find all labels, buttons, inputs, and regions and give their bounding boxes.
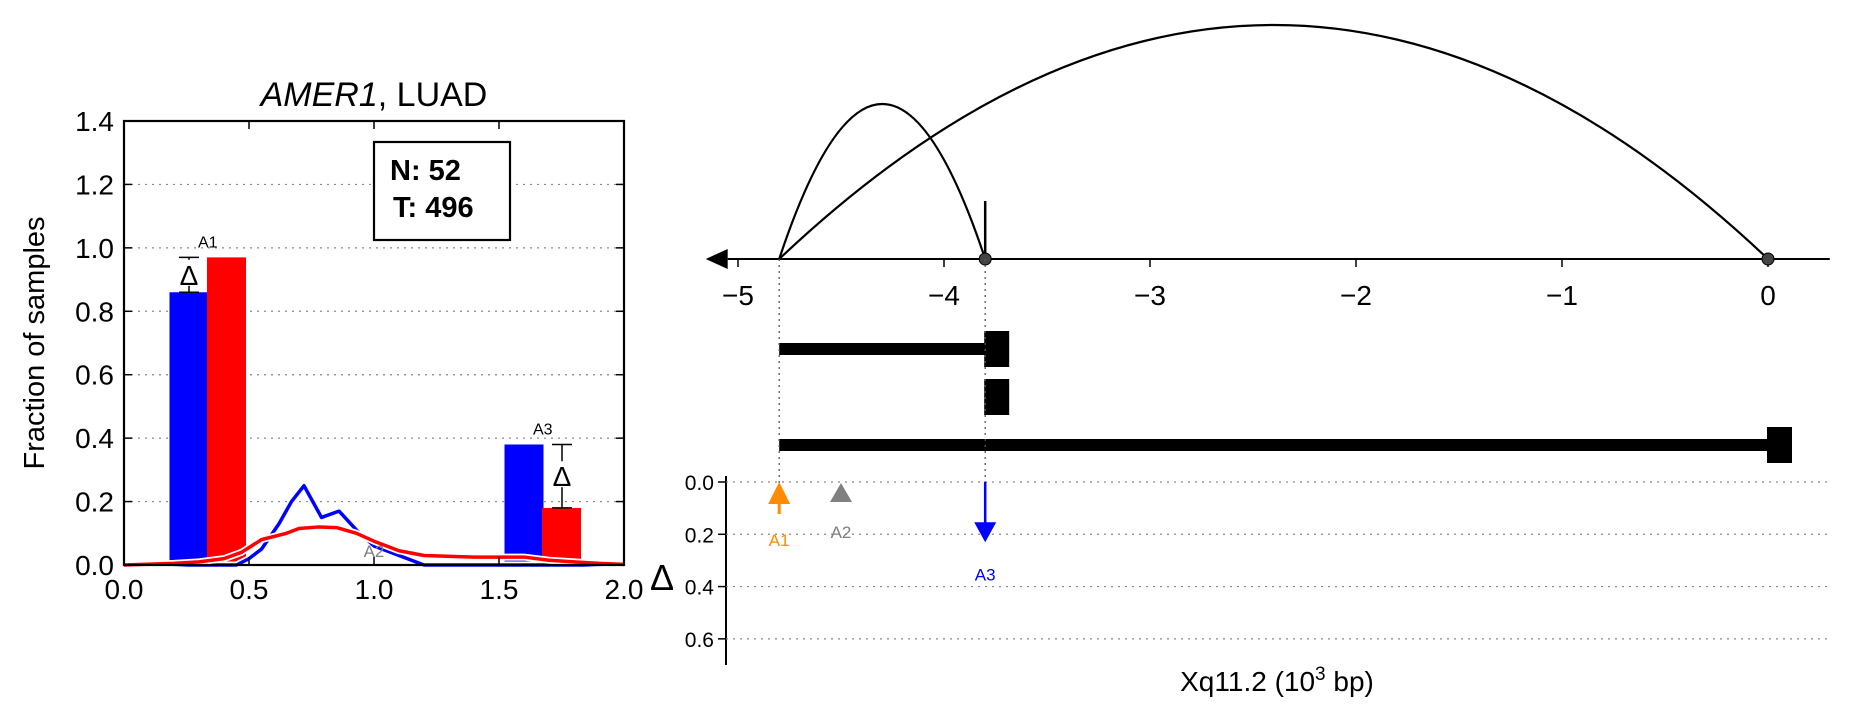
splice-junction-arc	[778, 103, 987, 260]
y-tick-label: 0.0	[75, 550, 114, 581]
transcript-intron-bar	[779, 439, 1768, 451]
series-line-t	[123, 525, 625, 567]
left-title: AMER1, LUAD	[259, 76, 488, 114]
left-bars	[169, 257, 581, 565]
isoform-label-a3: A3	[533, 421, 553, 438]
strand-arrow-left-icon	[705, 249, 728, 269]
y-tick-label: 1.0	[75, 233, 114, 264]
delta-tick-label: 0.0	[685, 472, 714, 495]
genomic-x-tick-label: −5	[722, 280, 754, 311]
delta-up-arrow-icon	[768, 482, 791, 504]
x-tick-label: 0.0	[105, 574, 144, 605]
y-tick-label: 0.6	[75, 360, 114, 391]
delta-symbol: Δ	[180, 260, 199, 291]
x-tick-label: 1.0	[355, 574, 394, 605]
x-tick-label: 2.0	[605, 574, 644, 605]
genomic-x-tick-label: 0	[1760, 280, 1776, 311]
left-x-ticks: 0.0 0.5 1.0 1.5 2.0	[105, 121, 644, 605]
y-tick-label: 1.4	[75, 106, 114, 137]
legend-tumor-count: T: 496	[393, 192, 474, 224]
transcript-models	[778, 259, 1792, 495]
x-tick-label: 1.5	[480, 574, 519, 605]
delta-tick-label: 0.4	[685, 577, 715, 600]
splice-junction-arc	[778, 23, 1769, 260]
delta-down-arrow-icon	[974, 522, 997, 543]
transcript-intron-bar	[779, 343, 986, 355]
delta-tick-label: 0.6	[685, 629, 714, 652]
left-y-axis-label: Fraction of samples	[19, 216, 51, 469]
genomic-x-tick-label: −4	[928, 280, 960, 311]
delta-label-bg	[177, 259, 201, 286]
y-tick-label: 0.2	[75, 487, 114, 518]
genomic-x-tick-label: −1	[1546, 280, 1578, 311]
delta-neutral-marker-icon	[830, 483, 852, 502]
y-tick-label: 0.8	[75, 296, 114, 327]
tumor-bar-a3	[542, 507, 581, 565]
delta-axis: 0.0 0.2 0.4 0.6 A1 A2 A3	[685, 472, 1828, 665]
genomic-x-tick-label: −2	[1340, 280, 1372, 311]
splice-arcs	[778, 23, 1769, 260]
delta-symbol: Δ	[553, 461, 572, 492]
y-tick-label: 1.2	[75, 169, 114, 200]
delta-marker-label-a2: A2	[831, 523, 852, 542]
splice-site-node	[1761, 252, 1775, 266]
transcript-exon-block	[984, 331, 1010, 367]
sample-count-legend: N: 52 T: 496	[372, 140, 512, 242]
y-tick-label: 0.4	[75, 423, 114, 454]
normal-bar-a3	[504, 444, 544, 565]
gene-structure-panel: −5 −4 −3 −2 −1 0 0.0 0.2 0.4 0.6 A1 A2 A3 Xq11.2 (1…	[650, 23, 1830, 697]
normal-bar-a1	[169, 292, 209, 565]
legend-box	[372, 140, 512, 242]
histogram-panel: A1 Δ A3 Δ A2 0.0 0.5 1.0 1.5 2.0 0.0 0.2 0.4 0.6 0.8…	[19, 76, 643, 605]
delta-tick-label: 0.2	[685, 524, 714, 547]
left-annotations: A1 Δ A3 Δ A2	[177, 234, 574, 561]
transcript-exon-block	[1767, 427, 1792, 463]
isoform-label-a2: A2	[364, 542, 385, 561]
x-tick-label: 0.5	[230, 574, 269, 605]
genomic-axis: −5 −4 −3 −2 −1 0	[705, 201, 1830, 311]
genomic-x-tick-label: −3	[1134, 280, 1166, 311]
transcript-exon-block	[984, 379, 1010, 415]
tumor-bar-a1	[207, 257, 246, 565]
delta-marker-label-a1: A1	[769, 531, 790, 550]
left-series-lines	[123, 482, 625, 569]
genomic-x-axis-label: Xq11.2 (103 bp)	[1180, 664, 1374, 697]
left-y-ticks: 0.0 0.2 0.4 0.6 0.8 1.0 1.2 1.4	[75, 106, 624, 581]
delta-label-bg	[550, 461, 574, 488]
isoform-label-a1: A1	[198, 234, 218, 251]
delta-marker-label-a3: A3	[975, 565, 996, 584]
series-line-n	[124, 483, 624, 567]
legend-normal-count: N: 52	[390, 155, 461, 187]
delta-axis-label: Δ	[650, 557, 674, 598]
